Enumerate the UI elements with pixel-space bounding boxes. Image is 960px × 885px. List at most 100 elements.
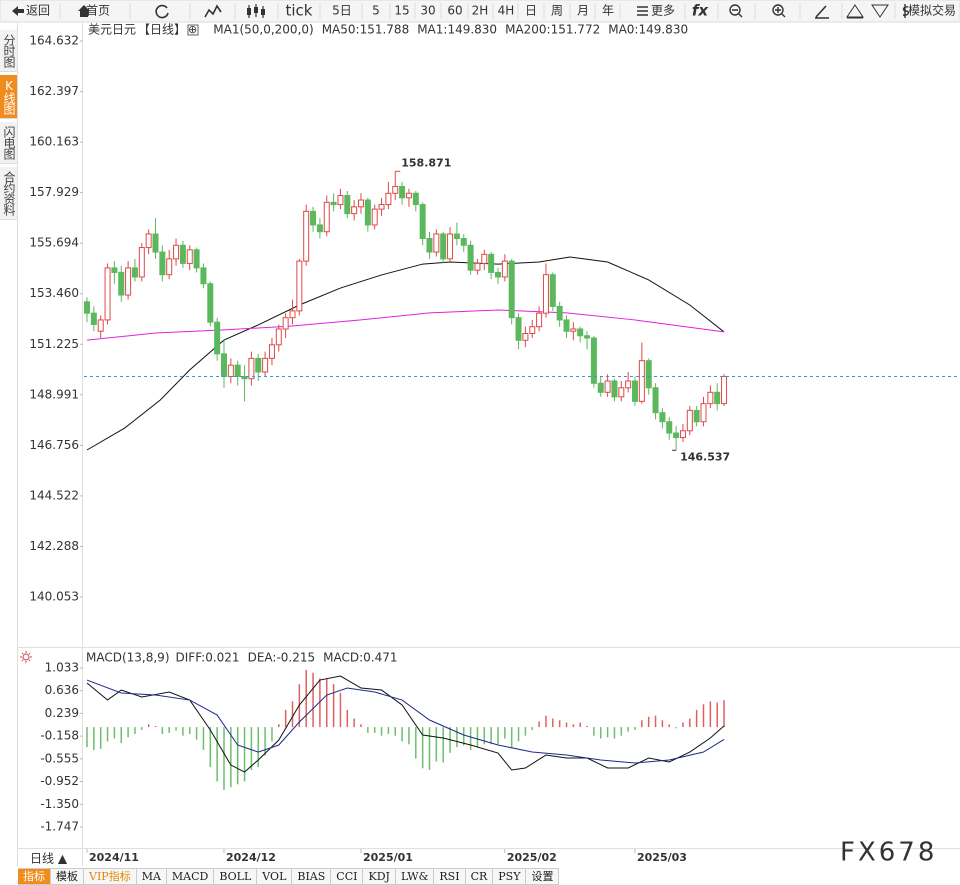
- y-tick-label: -1.747: [40, 820, 79, 834]
- toolbar-button[interactable]: 4H: [498, 4, 515, 18]
- indicator-tabs: 指标 模板 VIP指标 MA MACD BOLL VOL BIAS CCI KDJ LW& RSI CR…: [18, 868, 560, 885]
- macd-bar: [127, 727, 129, 738]
- macd-bar: [387, 727, 390, 734]
- macd-bar: [189, 727, 191, 734]
- side-tab[interactable]: 合约资料: [0, 167, 17, 220]
- indicator-tab[interactable]: RSI: [434, 868, 466, 885]
- candle-body: [508, 260, 515, 319]
- indicator-tab[interactable]: PSY: [493, 868, 527, 885]
- indicator-tab[interactable]: LW&: [395, 868, 435, 885]
- y-tick-label: 144.522: [29, 488, 79, 502]
- macd-bar: [408, 727, 410, 745]
- candle-body: [385, 192, 392, 206]
- y-tick-label: 151.225: [29, 337, 79, 351]
- toolbar-button[interactable]: 2H: [472, 4, 489, 18]
- macd-bar: [641, 720, 643, 728]
- toolbar-button[interactable]: tick: [286, 2, 313, 20]
- indicator-tab[interactable]: 设置: [526, 868, 560, 885]
- macd-bar: [490, 727, 492, 745]
- indicator-tab[interactable]: MA: [136, 868, 167, 885]
- candle-body: [138, 247, 145, 278]
- macd-bar: [380, 727, 383, 736]
- macd-bar: [106, 727, 109, 742]
- candle-body: [330, 201, 337, 206]
- macd-bar: [154, 725, 157, 728]
- indicator-tab[interactable]: KDJ: [363, 868, 396, 885]
- macd-bar: [647, 716, 650, 728]
- candle-body: [358, 199, 364, 208]
- toolbar-button[interactable]: 5: [372, 4, 380, 18]
- candle-body: [604, 380, 611, 393]
- candle-body: [707, 391, 714, 405]
- macd-bar: [216, 727, 218, 782]
- candle-body: [111, 267, 118, 273]
- candle-body: [714, 391, 721, 405]
- macd-bar: [415, 727, 417, 759]
- macd-bar: [278, 724, 280, 728]
- indicator-label: MA1:149.830: [417, 23, 497, 37]
- toolbar-button[interactable]: 60: [447, 4, 462, 18]
- indicator-tab[interactable]: BIAS: [292, 868, 332, 885]
- macd-bar: [572, 724, 575, 728]
- candle-body: [590, 337, 597, 384]
- y-tick-label: 164.632: [29, 33, 79, 47]
- toolbar-button[interactable]: 更多: [651, 4, 675, 18]
- period-selector[interactable]: 日线 ▲: [30, 852, 68, 866]
- side-tab[interactable]: 分时图: [0, 30, 17, 72]
- toolbar-button[interactable]: 月: [577, 4, 589, 18]
- macd-bar: [195, 727, 198, 740]
- macd-bar: [565, 722, 568, 728]
- candle-icon: [261, 9, 265, 15]
- indicator-settings-icon[interactable]: [22, 653, 30, 661]
- indicator-tab[interactable]: CCI: [331, 868, 364, 885]
- candle-body: [262, 357, 269, 373]
- candle-body: [399, 185, 406, 199]
- macd-bar: [401, 727, 403, 742]
- toolbar-button[interactable]: 年: [602, 4, 614, 18]
- zoom-out-icon: [729, 4, 741, 16]
- toolbar-button[interactable]: fx: [692, 2, 710, 20]
- indicator-tab[interactable]: 指标: [18, 868, 51, 885]
- toolbar-button[interactable]: 日: [525, 4, 537, 18]
- candle-body: [221, 353, 227, 377]
- macd-bar: [147, 724, 150, 728]
- indicator-tab[interactable]: VIP指标: [84, 868, 137, 885]
- indicator-line: [86, 679, 725, 764]
- legend-entry: DEA:-0.215: [248, 651, 316, 665]
- toolbar-button[interactable]: 15: [394, 4, 409, 18]
- candle-body: [207, 283, 214, 323]
- macd-bar: [524, 727, 527, 736]
- macd-bar: [545, 715, 547, 728]
- candle-body: [193, 249, 200, 269]
- macd-bar: [271, 727, 273, 742]
- candle-body: [90, 312, 97, 325]
- candle-body: [323, 201, 330, 233]
- candle-body: [364, 199, 371, 226]
- candle-body: [584, 335, 591, 339]
- indicator-tab[interactable]: BOLL: [214, 868, 258, 885]
- toolbar-button[interactable]: 模拟交易: [908, 3, 956, 18]
- y-tick-label: 160.163: [29, 135, 79, 149]
- toolbar-button[interactable]: 首页: [86, 4, 110, 18]
- macd-bar: [161, 727, 164, 734]
- toolbar-button[interactable]: 5日: [332, 4, 352, 18]
- indicator-tab[interactable]: CR: [465, 868, 494, 885]
- toolbar-button[interactable]: 返回: [26, 4, 50, 18]
- candle-body: [296, 260, 303, 312]
- indicator-tab[interactable]: MACD: [166, 868, 215, 885]
- toolbar-button[interactable]: 周: [551, 4, 563, 18]
- candle-body: [481, 253, 488, 264]
- candle-body: [679, 430, 686, 439]
- side-tab[interactable]: K线图: [0, 75, 17, 119]
- indicator-tab[interactable]: VOL: [257, 868, 293, 885]
- indicator-label: MA50:151.788: [322, 23, 410, 37]
- toolbar-button[interactable]: 30: [420, 4, 435, 18]
- min-label: 146.537: [680, 450, 730, 463]
- indicator-tab[interactable]: 模板: [51, 868, 84, 885]
- macd-bar: [517, 727, 520, 742]
- side-tab[interactable]: 闪电图: [0, 122, 17, 164]
- y-tick-label: -0.555: [40, 751, 79, 765]
- candle-body: [275, 328, 282, 346]
- indicator-line: [86, 309, 725, 341]
- dollar-icon: [902, 4, 910, 18]
